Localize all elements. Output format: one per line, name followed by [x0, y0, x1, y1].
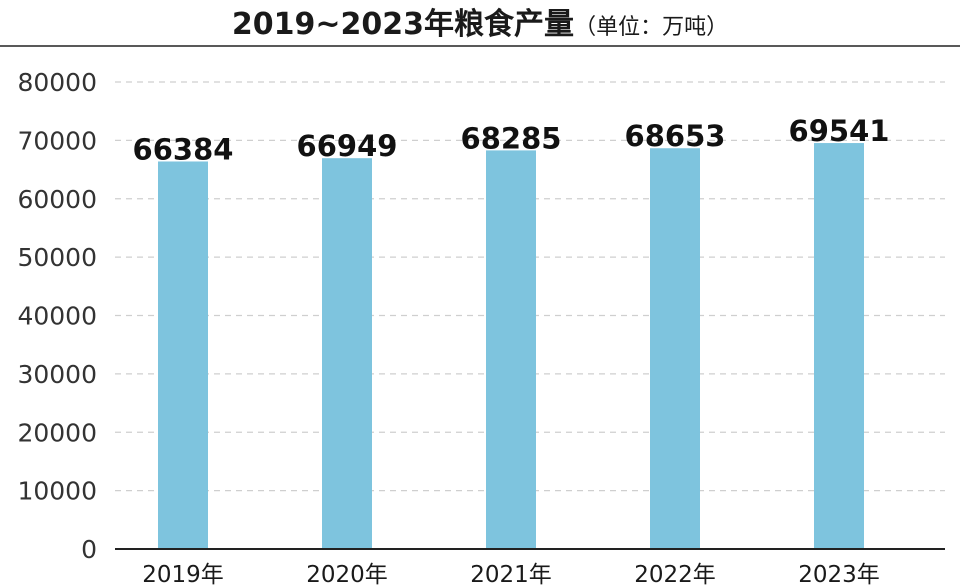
x-tick-label: 2023年 — [798, 562, 880, 587]
x-tick-label: 2020年 — [306, 562, 388, 587]
y-tick-label: 70000 — [17, 126, 97, 155]
y-tick-label: 20000 — [17, 418, 97, 447]
bar — [486, 150, 536, 550]
x-axis-ticks: 2019年 2020年 2021年 2022年 2023年 — [142, 562, 880, 587]
svg-text:2019~2023年粮食产量（单位：万吨）: 2019~2023年粮食产量（单位：万吨） — [232, 7, 728, 42]
y-tick-label: 50000 — [17, 243, 97, 272]
chart-title-unit: （单位：万吨） — [574, 15, 728, 40]
chart-title: 2019~2023年粮食产量（单位：万吨） — [232, 7, 728, 42]
bar — [814, 143, 864, 549]
x-tick-label: 2021年 — [470, 562, 552, 587]
bar — [322, 158, 372, 549]
data-label: 68653 — [625, 119, 726, 153]
x-tick-label: 2019年 — [142, 562, 224, 587]
bars — [158, 143, 864, 550]
data-label: 68285 — [461, 121, 562, 155]
data-labels: 66384 66949 68285 68653 69541 — [133, 114, 890, 166]
data-label: 69541 — [789, 114, 890, 148]
data-label: 66949 — [297, 129, 398, 163]
x-tick-label: 2022年 — [634, 562, 716, 587]
y-tick-label: 80000 — [17, 68, 97, 97]
y-tick-label: 60000 — [17, 185, 97, 214]
bar — [650, 148, 700, 550]
y-tick-label: 10000 — [17, 477, 97, 506]
chart-title-main: 2019~2023年粮食产量 — [232, 7, 574, 42]
y-tick-label: 0 — [81, 535, 97, 564]
y-tick-label: 40000 — [17, 302, 97, 331]
bar — [158, 161, 208, 549]
y-axis-ticks: 0 10000 20000 30000 40000 50000 60000 70000 8000… — [17, 68, 97, 564]
data-label: 66384 — [133, 132, 234, 166]
y-tick-label: 30000 — [17, 360, 97, 389]
